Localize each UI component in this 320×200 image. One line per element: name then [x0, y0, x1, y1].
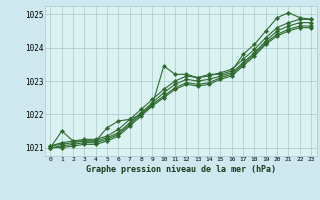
X-axis label: Graphe pression niveau de la mer (hPa): Graphe pression niveau de la mer (hPa): [86, 165, 276, 174]
